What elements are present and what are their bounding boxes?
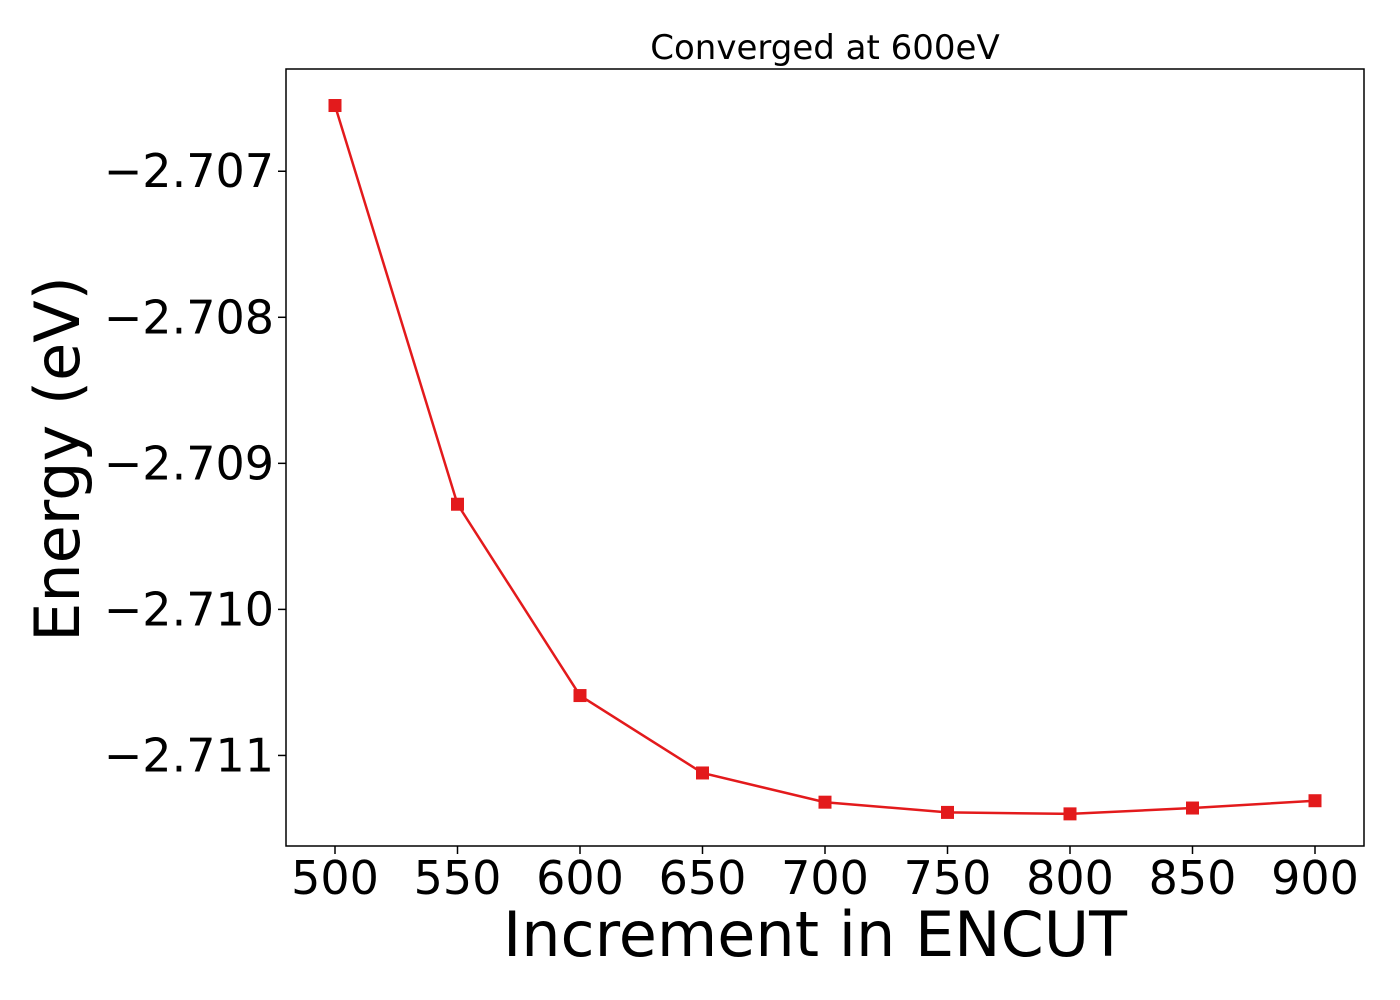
x-tick-label: 550 [414, 851, 502, 905]
x-tick-label: 600 [536, 851, 624, 905]
y-tick-label: −2.710 [104, 582, 274, 636]
data-point-marker [1186, 801, 1199, 815]
x-tick-label: 750 [904, 851, 992, 905]
y-tick-label: −2.709 [104, 436, 274, 490]
y-tick-label: −2.708 [104, 290, 274, 344]
x-tick-label: 500 [291, 851, 379, 905]
data-point-marker [328, 99, 342, 113]
y-tick-label: −2.707 [104, 144, 274, 198]
plot-frame [285, 68, 1365, 847]
data-point-marker [1063, 807, 1077, 821]
x-tick-label: 900 [1271, 851, 1359, 905]
data-point-marker [941, 805, 954, 819]
x-tick-label: 650 [659, 851, 747, 905]
x-tick-label: 800 [1026, 851, 1114, 905]
data-point-marker [818, 795, 832, 809]
data-point-marker [573, 689, 587, 703]
x-axis-label: Increment in ENCUT [503, 898, 1128, 971]
y-tick-label: −2.711 [104, 728, 274, 782]
plot-area: 500 550 600 650 700 750 800 850 900 −2.707 −2.708 −… [104, 68, 1365, 905]
y-axis-label: Energy (eV) [21, 276, 94, 642]
x-tick-label: 850 [1149, 851, 1237, 905]
data-point-marker [451, 497, 464, 511]
series-line [333, 105, 1316, 816]
data-point-marker [696, 766, 709, 780]
chart-title: Converged at 600eV [650, 28, 999, 68]
data-point-marker [1308, 794, 1322, 808]
x-tick-label: 700 [781, 851, 869, 905]
